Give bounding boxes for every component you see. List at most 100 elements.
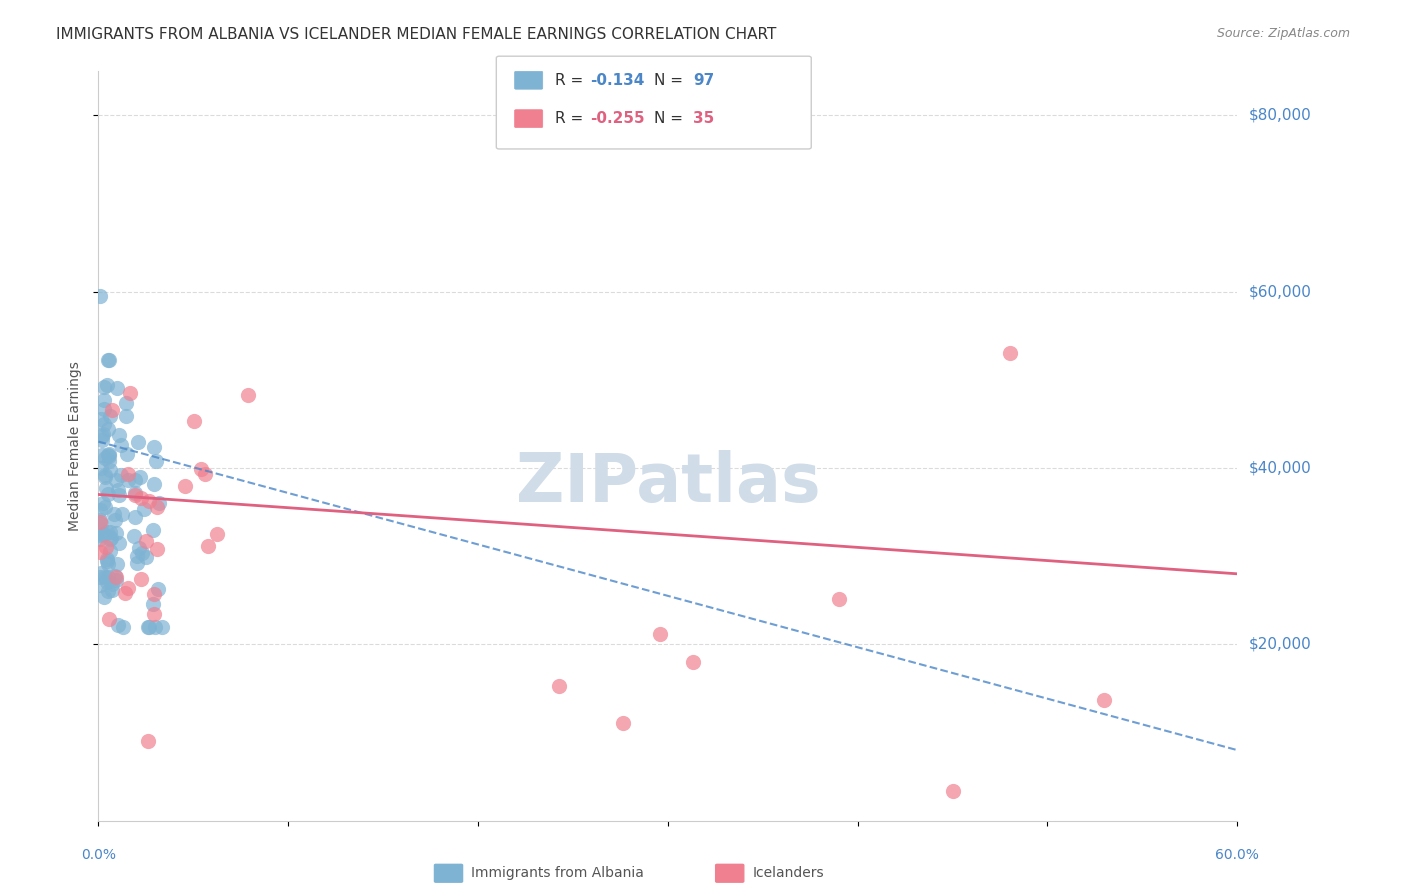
Point	[97, 611, 120, 625]
Point	[236, 388, 259, 402]
Point	[105, 381, 128, 395]
Point	[124, 510, 146, 524]
Point	[108, 535, 131, 549]
Point	[648, 627, 671, 641]
Point	[98, 533, 121, 547]
Point	[682, 655, 704, 669]
Text: Immigrants from Albania: Immigrants from Albania	[471, 866, 644, 880]
Point	[91, 496, 114, 510]
Point	[107, 483, 129, 497]
Point	[97, 447, 120, 461]
Text: $60,000: $60,000	[1249, 285, 1312, 299]
Point	[93, 402, 115, 417]
Point	[89, 527, 111, 541]
Point	[91, 527, 114, 541]
Point	[97, 449, 120, 463]
Point	[150, 620, 173, 634]
Point	[108, 427, 131, 442]
Point	[125, 549, 148, 563]
Point	[124, 528, 146, 542]
Point	[94, 450, 117, 465]
Point	[124, 486, 146, 500]
Point	[998, 346, 1021, 360]
Point	[129, 572, 152, 586]
Point	[104, 525, 127, 540]
Point	[90, 517, 112, 532]
Point	[94, 467, 117, 482]
Point	[107, 618, 129, 632]
Text: 0.0%: 0.0%	[82, 848, 115, 863]
Point	[190, 461, 212, 475]
Point	[129, 491, 152, 505]
Point	[90, 566, 112, 580]
Point	[98, 353, 121, 368]
Point	[93, 591, 115, 605]
Point	[96, 554, 118, 568]
Point	[89, 569, 111, 583]
Point	[142, 607, 165, 622]
Point	[127, 556, 149, 570]
Point	[93, 380, 115, 394]
Text: $80,000: $80,000	[1249, 108, 1312, 123]
Text: Source: ZipAtlas.com: Source: ZipAtlas.com	[1216, 27, 1350, 40]
Text: -0.134: -0.134	[591, 73, 645, 87]
Point	[942, 783, 965, 797]
Point	[90, 411, 112, 425]
Point	[104, 570, 127, 584]
Point	[132, 501, 155, 516]
Text: R =: R =	[555, 112, 589, 126]
Point	[134, 534, 156, 549]
Point	[89, 289, 111, 303]
Point	[101, 582, 124, 597]
Point	[828, 592, 851, 607]
Point	[117, 473, 139, 487]
Point	[98, 525, 121, 540]
Point	[104, 473, 127, 487]
Point	[94, 469, 117, 483]
Point	[138, 494, 160, 508]
Point	[90, 460, 112, 475]
Point	[97, 448, 120, 462]
Point	[97, 454, 120, 468]
Point	[89, 503, 111, 517]
Point	[114, 586, 136, 600]
Point	[142, 597, 165, 611]
Point	[96, 570, 118, 584]
Point	[97, 487, 120, 501]
Point	[145, 541, 167, 556]
Point	[89, 513, 111, 527]
Point	[111, 507, 134, 521]
Point	[97, 422, 120, 436]
Point	[118, 386, 141, 401]
Point	[97, 352, 120, 367]
Point	[127, 435, 149, 450]
Point	[112, 620, 135, 634]
Point	[128, 541, 150, 555]
Point	[108, 488, 131, 502]
Point	[148, 496, 170, 510]
Point	[136, 620, 159, 634]
Point	[174, 479, 197, 493]
Point	[129, 470, 152, 484]
Point	[93, 527, 115, 541]
Point	[115, 447, 138, 461]
Text: $20,000: $20,000	[1249, 637, 1312, 652]
Point	[96, 552, 118, 566]
Text: -0.255: -0.255	[591, 112, 645, 126]
Point	[205, 526, 228, 541]
Point	[97, 583, 120, 598]
Point	[194, 467, 217, 482]
Point	[94, 481, 117, 495]
Point	[94, 540, 117, 554]
Point	[124, 488, 146, 502]
Text: 35: 35	[693, 112, 714, 126]
Point	[115, 409, 138, 423]
Text: 97: 97	[693, 73, 714, 87]
Point	[117, 467, 139, 482]
Y-axis label: Median Female Earnings: Median Female Earnings	[67, 361, 82, 531]
Point	[145, 454, 167, 468]
Point	[183, 414, 205, 428]
Point	[143, 620, 166, 634]
Point	[89, 533, 111, 547]
Point	[100, 463, 122, 477]
